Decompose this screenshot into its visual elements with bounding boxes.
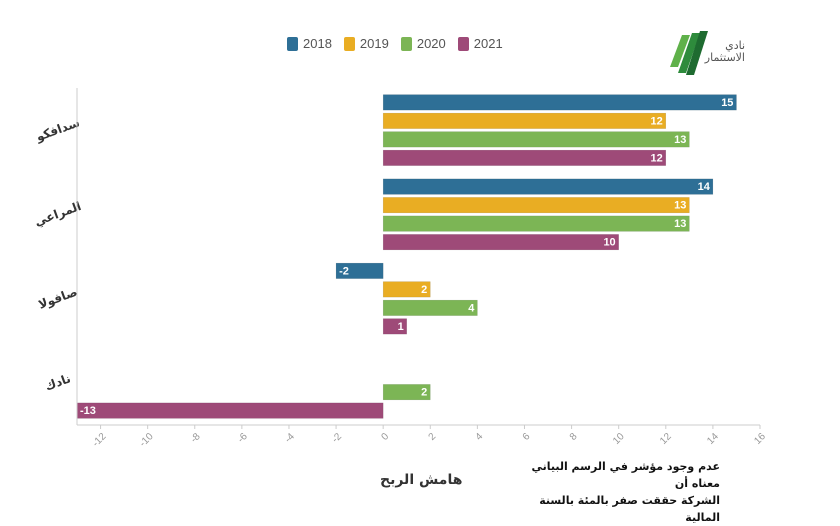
x-tick-label: 12 [658,431,674,447]
category-label: صافولا [36,285,79,313]
x-tick-label: -12 [91,431,109,449]
bar [382,197,690,214]
legend-swatch-2019 [343,36,355,51]
bar [382,299,478,316]
bar [76,402,384,419]
brand-line-1: نادي [725,39,745,52]
legend-label-2018: 2018 [303,36,332,51]
x-tick-label: -8 [189,431,203,445]
legend-swatch-2020 [400,36,412,51]
bar [382,215,690,232]
bar [382,112,667,129]
bar [382,318,407,335]
bar [382,178,714,195]
bar-value-label: 10 [603,237,615,249]
bar-value-label: 13 [674,200,686,212]
x-tick-label: 8 [568,431,580,443]
bar [382,131,690,148]
category-label: المراعي [33,199,83,229]
x-tick-label: -10 [138,431,156,449]
bar [335,262,384,279]
x-axis-title: هامش الربح [380,472,463,488]
bar [382,149,667,166]
x-tick-label: 4 [474,431,486,443]
bar-value-label: 13 [674,218,686,230]
bar [382,281,431,298]
legend-label-2019: 2019 [359,36,389,51]
bars-layer [76,94,737,419]
x-tick-label: 2 [427,431,439,443]
chart-legend: 2018 2019 2020 2021 [287,36,503,51]
category-label: سدافكو [33,115,82,145]
x-tick-label: 0 [379,431,391,443]
legend-item-2019[interactable]: 2019 [343,36,389,51]
legend-swatch-2021 [457,36,469,51]
bar-value-label: 13 [674,134,686,146]
x-tick-label: 6 [521,431,533,443]
legend-item-2020[interactable]: 2020 [400,36,446,51]
category-label: نادك [43,371,72,393]
chart-note: عدم وجود مؤشر في الرسم البياني معناه أن … [520,458,720,526]
bar-value-label: 12 [651,115,663,127]
category-labels: سدافكو المراعي صافولا نادك [33,115,83,393]
x-tick-label: 14 [705,431,721,447]
bar-value-label: -13 [80,405,96,417]
legend-label-2021: 2021 [473,36,503,51]
chart-note-line-2: الشركة حققت صفر بالمئة بالسنة المالية [539,494,720,524]
legend-item-2021[interactable]: 2021 [457,36,503,51]
x-tick-label: 16 [752,431,768,447]
chart-note-line-1: عدم وجود مؤشر في الرسم البياني معناه أن [531,460,720,490]
brand-name: نادي الاستثمار [705,40,745,64]
x-tick-label: -2 [330,431,344,445]
x-tick-label: -4 [283,431,297,445]
x-tick-labels: -12 -10 -8 -6 -4 -2 0 2 4 6 8 10 12 14 16 [91,431,769,449]
legend-item-2018[interactable]: 2018 [287,36,332,51]
legend-label-2020: 2020 [416,36,446,51]
bar [382,384,431,401]
bar-value-label: 2 [421,284,427,296]
bar [382,94,737,111]
axes-layer [76,88,761,429]
bar-value-label: -2 [339,265,349,277]
bar-value-label: 14 [698,181,711,193]
bar-value-label: 12 [651,152,663,164]
bar-value-label: 4 [468,302,475,314]
bar-value-label: 15 [721,97,733,109]
stripes-logo-icon [670,31,708,75]
bar-value-label: 1 [398,321,404,333]
bar [382,234,619,251]
x-tick-label: 10 [611,431,627,447]
brand-line-2: الاستثمار [704,51,745,64]
bar-value-label: 2 [421,387,427,399]
legend-swatch-2018 [287,36,298,51]
x-tick-label: -6 [236,431,250,445]
